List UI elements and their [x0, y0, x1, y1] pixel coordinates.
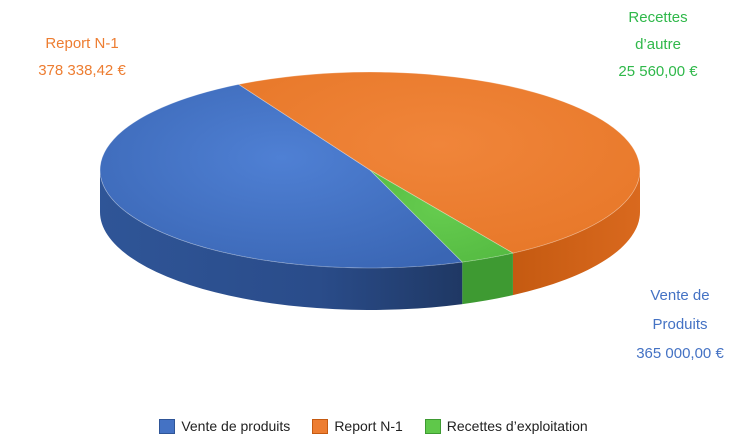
legend-item-recettes: Recettes d’exploitation: [424, 418, 588, 434]
legend-label-vente: Vente de produits: [181, 418, 291, 434]
legend: Vente de produits Report N-1 Recettes d’…: [0, 418, 747, 434]
data-label-recettes-line-3: 25 560,00 €: [618, 63, 698, 80]
pie-side-recettes: [462, 253, 513, 305]
legend-swatch-recettes: [424, 418, 441, 434]
pie-slice-report: [237, 71, 641, 254]
data-label-vente: Vente de Produits 365 000,00 €: [636, 287, 724, 362]
pie-side-report: [512, 170, 640, 296]
data-label-vente-line-2: Produits: [652, 316, 707, 333]
data-label-report: Report N-1 378 338,42 €: [38, 35, 126, 79]
pie-slice-vente: [99, 83, 464, 269]
pie-side-vente: [100, 170, 463, 311]
legend-label-report: Report N-1: [334, 418, 403, 434]
legend-swatch-vente: [159, 418, 176, 434]
legend-swatch-report: [312, 418, 329, 434]
legend-item-report: Report N-1: [312, 418, 403, 434]
legend-item-vente: Vente de produits: [159, 418, 290, 434]
data-label-report-line-1: Report N-1: [45, 35, 118, 52]
data-label-recettes: Recettes d’autre 25 560,00 €: [618, 9, 698, 80]
data-label-report-line-2: 378 338,42 €: [38, 62, 126, 79]
data-label-recettes-line-2: d’autre: [635, 36, 681, 53]
data-label-vente-line-3: 365 000,00 €: [636, 345, 724, 362]
data-label-vente-line-1: Vente de: [650, 287, 709, 304]
data-label-recettes-line-1: Recettes: [628, 9, 687, 26]
pie-slice-recettes: [369, 169, 515, 263]
legend-label-recettes: Recettes d’exploitation: [446, 418, 588, 434]
